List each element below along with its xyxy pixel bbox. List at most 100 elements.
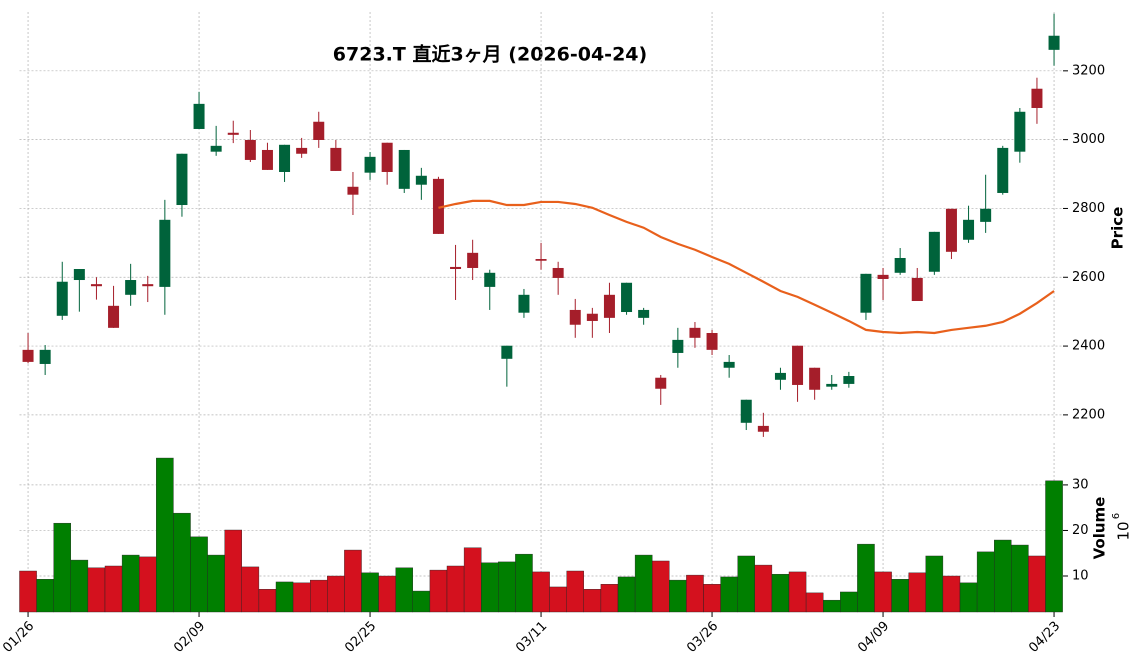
candle-body	[757, 425, 769, 432]
volume-bar	[566, 570, 585, 613]
candle-body	[809, 367, 821, 390]
volume-bar	[327, 575, 345, 613]
y-tick-label: 3000	[1072, 132, 1105, 147]
y-tick-label: 10	[1072, 569, 1089, 584]
candle-body	[108, 305, 120, 328]
candle-body	[569, 309, 581, 325]
volume-bar	[720, 576, 738, 613]
volume-bar	[857, 543, 875, 613]
y-tick-label: 2400	[1072, 339, 1105, 354]
volume-bar	[891, 579, 909, 613]
volume-bar	[754, 564, 773, 613]
volume-bar	[121, 554, 140, 613]
candle-body	[860, 273, 872, 313]
candle-body	[244, 139, 256, 160]
candle-body	[655, 377, 667, 389]
x-tick-label: 04/09	[855, 619, 892, 656]
y-tick-label: 2800	[1072, 201, 1105, 216]
candle-body	[330, 147, 342, 171]
candle-body	[467, 252, 479, 268]
volume-bar	[600, 584, 619, 613]
x-tick-label: 02/25	[342, 619, 379, 656]
volume-bar	[686, 574, 704, 613]
volume-bar	[138, 556, 157, 613]
volume-bar	[104, 565, 123, 613]
candle-body	[415, 175, 427, 185]
volume-bar	[788, 571, 807, 613]
candle-body	[945, 208, 957, 252]
multiplier-base: 10	[1115, 521, 1133, 540]
volume-bar	[395, 567, 414, 613]
candle-body	[56, 281, 68, 316]
volume-bar	[874, 571, 892, 613]
volume-bar	[634, 554, 653, 613]
candle-body	[535, 259, 547, 261]
candle-body	[638, 309, 650, 318]
volume-bar	[823, 599, 841, 613]
candle-body	[894, 257, 906, 273]
candle-body	[723, 361, 735, 368]
volume-bar	[275, 581, 294, 613]
moving-average	[438, 199, 1055, 335]
candle-body	[672, 339, 684, 353]
volume-bar	[70, 559, 89, 613]
candle-body	[142, 284, 154, 287]
candle-body	[1031, 88, 1043, 108]
x-tick-label: 03/11	[513, 619, 550, 656]
volume-bar	[19, 570, 37, 613]
candle-body	[39, 349, 51, 364]
candle-body	[364, 156, 376, 173]
volume-bar	[498, 561, 516, 613]
candle-body	[296, 147, 308, 154]
candle-body	[227, 132, 239, 135]
candle-body	[706, 333, 718, 350]
volume-bar	[173, 512, 191, 613]
x-tick-label: 04/23	[1026, 619, 1063, 656]
multiplier-exponent: 6	[1111, 513, 1122, 519]
candle-body	[484, 272, 496, 287]
volume-bar	[224, 529, 242, 613]
candle-body	[552, 267, 564, 278]
candle-body	[22, 349, 34, 362]
candle-body	[826, 383, 838, 387]
candle-body	[877, 274, 889, 279]
candle-body	[1014, 111, 1026, 152]
volume-bar	[412, 590, 431, 613]
candle-body	[176, 153, 188, 206]
volume-bar	[908, 572, 927, 613]
y-tick-label: 2200	[1072, 407, 1105, 422]
volume-bar	[429, 569, 448, 613]
volume-bar	[994, 539, 1012, 613]
volume-bar	[190, 536, 208, 613]
candle-body	[843, 376, 855, 384]
volume-bar	[87, 567, 106, 613]
candle-body	[774, 372, 786, 380]
x-tick-label: 01/26	[0, 619, 37, 656]
candle-body	[911, 277, 923, 302]
y-tick-label: 30	[1072, 477, 1089, 492]
volume-bar	[53, 522, 72, 613]
volume-bar	[617, 576, 636, 613]
chart-title: 6723.T 直近3ヶ月 (2026-04-24)	[333, 43, 647, 66]
volume-bar	[840, 591, 858, 613]
candle-body	[963, 219, 975, 240]
volume-bar	[310, 579, 328, 613]
candle-body	[125, 280, 137, 295]
volume-bar	[652, 560, 670, 613]
volume-bar	[1045, 480, 1063, 613]
candle-body	[501, 345, 513, 359]
volume-bar	[703, 584, 721, 613]
volume-bar	[1011, 544, 1029, 613]
volume-bar	[481, 562, 499, 613]
volume-bar	[549, 586, 567, 613]
candle-body	[432, 178, 444, 234]
candle-body	[193, 103, 205, 129]
volume-bar	[292, 582, 311, 613]
candle-body	[261, 149, 273, 170]
candle-body	[603, 294, 615, 318]
candle-body	[159, 219, 171, 287]
candle-body	[450, 266, 462, 270]
candle-body	[381, 142, 393, 172]
volume-bar	[771, 573, 790, 613]
